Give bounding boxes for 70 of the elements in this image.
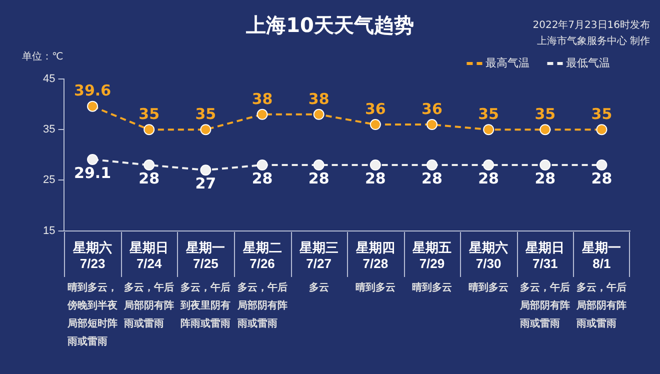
- text: 多云，午后局部阴有阵雨或雷雨: [519, 281, 570, 330]
- data-label: 36: [364, 100, 386, 118]
- data-label: 28: [364, 169, 386, 188]
- data-label: 28: [252, 169, 273, 188]
- x-tick-label: 星期六 7/23: [72, 240, 112, 271]
- data-label: 28: [422, 169, 442, 188]
- data-label: 28: [534, 169, 556, 188]
- x-tick-label: 星期六 7/30: [468, 240, 508, 271]
- data-label: 35: [195, 104, 216, 123]
- data-label: 38: [308, 90, 330, 108]
- point: [200, 164, 212, 176]
- legend-label: 最低气温: [566, 58, 610, 70]
- point: [540, 160, 551, 171]
- point: [426, 160, 438, 171]
- point: [540, 124, 551, 136]
- data-label: 36: [422, 100, 442, 118]
- chart-title: 上海10天天气趋势: [246, 13, 414, 37]
- data-label: 27: [195, 174, 216, 192]
- data-label: 35: [478, 104, 499, 123]
- point: [87, 100, 98, 112]
- data-label: 28: [308, 169, 330, 188]
- y-tick-label: 35: [42, 124, 56, 136]
- text: 多云: [308, 281, 329, 294]
- point: [370, 160, 381, 171]
- point: [87, 154, 98, 165]
- y-tick-label: 25: [42, 174, 56, 186]
- x-tick-label: 星期一 8/1: [581, 240, 622, 271]
- point: [313, 160, 324, 171]
- data-label: 35: [138, 104, 160, 123]
- y-tick-label: 45: [42, 73, 56, 86]
- point: [256, 160, 268, 171]
- x-tick-label: 星期日 7/24: [128, 240, 169, 271]
- data-label: 35: [534, 104, 556, 123]
- text: 多云，午后局部阴有阵雨或雷雨: [576, 281, 627, 330]
- text: 晴到多云，傍晚到半夜局部短时阵雨或雷雨: [66, 281, 119, 348]
- point: [596, 124, 608, 136]
- text: 晴到多云: [412, 281, 452, 294]
- point: [144, 124, 155, 136]
- point: [256, 108, 268, 120]
- point: [426, 119, 438, 130]
- data-label: 28: [591, 169, 612, 188]
- x-tick-label: 星期日 7/31: [524, 240, 565, 271]
- data-label: 35: [591, 104, 612, 123]
- text: 晴到多云: [468, 281, 509, 294]
- point: [313, 108, 324, 120]
- x-tick-label: 星期五 7/29: [411, 240, 452, 271]
- data-label: 28: [138, 169, 160, 188]
- text: 多云，午后局部阴有阵雨或雷雨: [123, 281, 174, 330]
- text: 2022年7月23日16时发布: [532, 20, 650, 31]
- point: [596, 160, 608, 171]
- text: 多云，午后局部阴有阵雨或雷雨: [236, 281, 288, 330]
- data-label: 29.1: [74, 164, 112, 182]
- point: [144, 160, 155, 171]
- x-tick-label: 星期四 7/28: [354, 240, 395, 271]
- point: [483, 124, 494, 136]
- text: 上海市气象服务中心 制作: [536, 36, 650, 47]
- x-tick-label: 星期一 7/25: [185, 240, 226, 271]
- data-label: 38: [252, 90, 273, 108]
- x-tick-label: 星期二 7/26: [242, 240, 282, 271]
- y-axis-title: 单位：℃: [22, 50, 64, 63]
- y-tick-label: 15: [42, 224, 56, 237]
- point: [483, 160, 494, 171]
- point: [200, 124, 212, 136]
- x-tick-label: 星期三 7/27: [298, 240, 338, 271]
- text: 晴到多云: [355, 281, 396, 294]
- text: 多云，午后到夜里阴有阵雨或雷雨: [180, 281, 231, 330]
- data-label: 39.6: [74, 82, 112, 100]
- point: [370, 119, 381, 130]
- data-label: 28: [478, 169, 499, 188]
- legend-label: 最高气温: [486, 56, 530, 70]
